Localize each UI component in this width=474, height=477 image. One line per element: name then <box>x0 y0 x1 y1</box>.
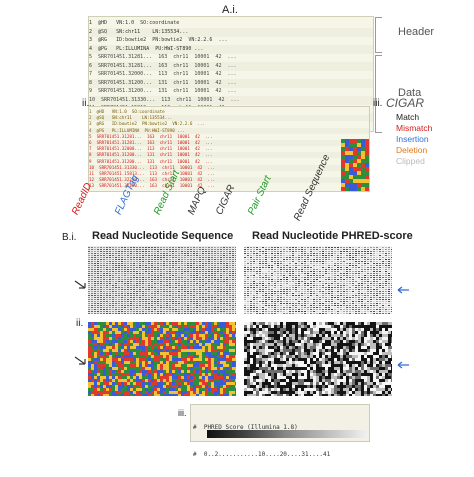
cigar-title: CIGAR <box>386 96 424 110</box>
column-label: ReadID <box>70 181 94 216</box>
phred-scale-text: # 0..2...........10....20....31....41 <box>191 450 369 459</box>
data-bracket <box>375 55 382 133</box>
arrow-left-bi <box>74 277 88 295</box>
arrow-right-bii <box>396 356 410 374</box>
cigar-legend-item: Insertion <box>396 134 466 145</box>
header-side-label: Header <box>398 26 434 38</box>
sam-colored-line: 3 @RG ID:bowtie2 PN:bowtie2 VN:2.2.6 ... <box>89 121 369 127</box>
arrow-left-bii <box>74 353 88 371</box>
cigar-legend-item: Mismatch <box>396 123 466 134</box>
cigar-legend-item: Clipped <box>396 156 466 167</box>
sam-colored-line: 6 SRR701451.31281... 163 chr11 10001 42 … <box>89 140 369 146</box>
read-sequence-color-block <box>341 139 369 191</box>
header-bracket <box>375 17 382 53</box>
sequence-color-tile <box>88 322 236 396</box>
section-b-ii-label: ii. <box>76 318 83 329</box>
sam-colored-line: 4 @PG PL:ILLUMINA PU:HWI-ST890 ... <box>89 128 369 134</box>
cigar-legend-item: Match <box>396 112 466 123</box>
title-phred-score: Read Nucleotide PHRED-score <box>252 230 413 242</box>
cigar-legend-item: Deletion <box>396 145 466 156</box>
phred-gray-tile <box>244 322 392 396</box>
phred-text-tile <box>244 246 392 314</box>
arrow-right-bi <box>396 281 410 299</box>
sam-colored-line: 5 SRR701451.31281... 163 chr11 10001 42 … <box>89 134 369 140</box>
section-a-label: A.i. <box>222 4 238 16</box>
sam-colored-line: 1 @HD VN:1.0 SO:coordinate <box>89 109 369 115</box>
section-a-iii-label: iii. <box>373 98 382 109</box>
section-b-label: B.i. <box>62 232 76 243</box>
phred-gradient <box>207 430 365 438</box>
phred-scale-box: # PHRED Score (Illumina 1.8) # 0..2.....… <box>190 404 370 442</box>
sam-colored-line: 2 @SQ SN:chr11 LN:135534... <box>89 115 369 121</box>
sam-colored-line: 7 SRR701451.32000... 113 chr11 10001 42 … <box>89 146 369 152</box>
sequence-text-tile <box>88 246 236 314</box>
title-read-sequence: Read Nucleotide Sequence <box>92 230 233 242</box>
section-b-iii-label: iii. <box>178 408 187 418</box>
